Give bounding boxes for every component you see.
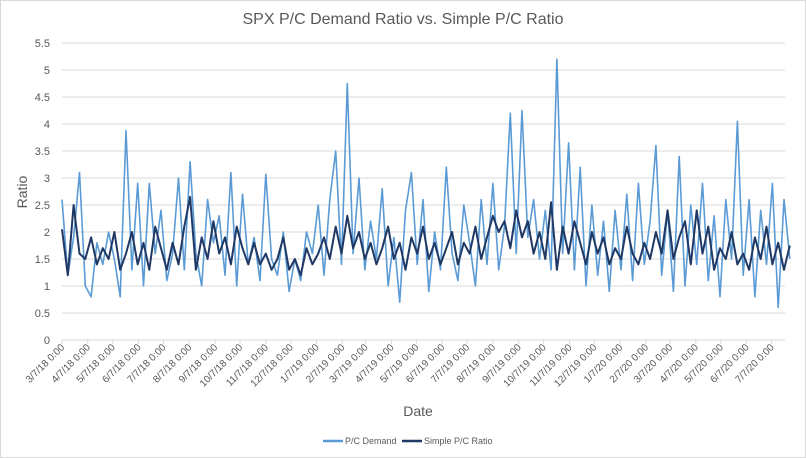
y-tick-label: 3.5 xyxy=(35,146,50,158)
legend-label-simple-pc-ratio: Simple P/C Ratio xyxy=(424,436,493,446)
y-tick-label: 2 xyxy=(44,227,50,239)
y-tick-label: 4.5 xyxy=(35,92,50,104)
legend-label-pc-demand: P/C Demand xyxy=(345,436,397,446)
chart-title: SPX P/C Demand Ratio vs. Simple P/C Rati… xyxy=(242,11,563,28)
y-tick-label: 5 xyxy=(44,65,50,77)
y-tick-label: 0.5 xyxy=(35,308,50,320)
y-tick-label: 4 xyxy=(44,119,50,131)
gridlines xyxy=(61,42,785,344)
x-axis-label: Date xyxy=(403,403,433,419)
y-axis-label: Ratio xyxy=(14,175,30,208)
legend: P/C Demand Simple P/C Ratio xyxy=(323,436,493,446)
x-tick-labels: 3/7/18 0:004/7/18 0:005/7/18 0:006/7/18 … xyxy=(24,342,777,389)
y-tick-labels: 0 0.5 1 1.5 2 2.5 3 3.5 4 4.5 5 5.5 xyxy=(35,38,50,347)
series-line-simple-pc-ratio xyxy=(61,195,791,277)
series-lines xyxy=(61,58,791,309)
y-tick-label: 1.5 xyxy=(35,254,50,266)
y-tick-label: 1 xyxy=(44,281,50,293)
y-tick-label: 3 xyxy=(44,173,50,185)
y-tick-label: 0 xyxy=(44,335,50,347)
series-line-pc-demand xyxy=(61,58,791,309)
y-tick-label: 2.5 xyxy=(35,200,50,212)
y-tick-label: 5.5 xyxy=(35,38,50,50)
